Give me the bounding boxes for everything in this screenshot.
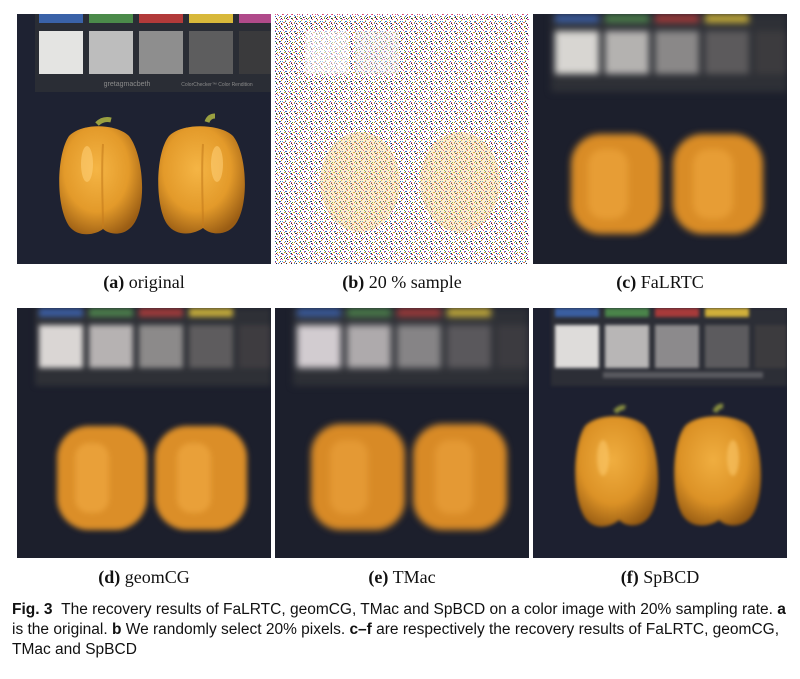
panel-tmac-image xyxy=(275,308,529,558)
panel-label-tmac: (e) TMac xyxy=(275,567,529,588)
caption-text-1: The recovery results of FaLRTC, geomCG, … xyxy=(61,601,778,618)
caption-ref-cf: c–f xyxy=(349,621,372,638)
colorchecker-model-text: ColorChecker™ Color Rendition xyxy=(181,82,253,88)
caption-ref-a: a xyxy=(777,601,786,618)
panel-title-sampled: 20 % sample xyxy=(368,272,462,292)
panel-label-geomcg: (d) geomCG xyxy=(17,567,271,588)
panel-letter-d: (d) xyxy=(98,567,121,587)
panel-title-tmac: TMac xyxy=(392,567,436,587)
caption-text-2: is the original. xyxy=(12,621,112,638)
panel-title-falrtc: FaLRTC xyxy=(640,272,704,292)
panel-spbcd-image xyxy=(533,308,787,558)
colorchecker-brand-text: gretagmacbeth xyxy=(104,81,151,88)
panel-letter-e: (e) xyxy=(368,567,389,587)
panel-label-spbcd: (f) SpBCD xyxy=(533,567,787,588)
figure-caption: Fig. 3 The recovery results of FaLRTC, g… xyxy=(12,600,792,660)
caption-text-3: We randomly select 20% pixels. xyxy=(121,621,350,638)
caption-text-4: are respectively the recovery results of… xyxy=(12,621,780,658)
panel-letter-f: (f) xyxy=(620,567,639,587)
panel-letter-b: (b) xyxy=(342,272,365,292)
panel-original-image: gretagmacbeth ColorChecker™ Color Rendit… xyxy=(17,14,271,264)
panel-title-geomcg: geomCG xyxy=(124,567,190,587)
panel-sampled-image xyxy=(275,14,529,264)
panel-geomcg-image xyxy=(17,308,271,558)
panel-letter-a: (a) xyxy=(103,272,125,292)
panel-letter-c: (c) xyxy=(616,272,637,292)
panel-title-spbcd: SpBCD xyxy=(643,567,700,587)
figure-label: Fig. 3 xyxy=(12,601,53,618)
panel-label-original: (a) original xyxy=(17,272,271,293)
caption-ref-b: b xyxy=(111,621,122,638)
panel-label-falrtc: (c) FaLRTC xyxy=(533,272,787,293)
panel-label-sampled: (b) 20 % sample xyxy=(275,272,529,293)
panel-title-original: original xyxy=(128,272,185,292)
panel-falrtc-image xyxy=(533,14,787,264)
